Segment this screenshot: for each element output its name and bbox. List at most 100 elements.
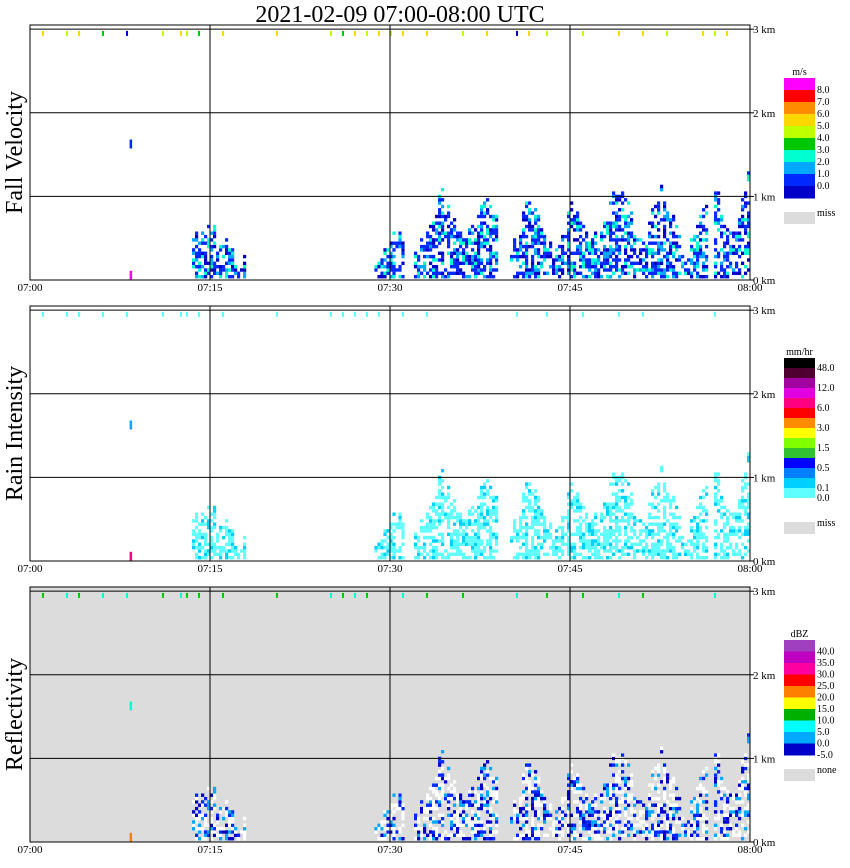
echo-cell <box>525 546 529 550</box>
echo-cell <box>398 803 402 807</box>
echo-cell <box>489 234 493 239</box>
echo-cell <box>438 776 442 781</box>
echo-cell <box>624 542 628 546</box>
echo-cell <box>741 208 745 212</box>
echo-cell <box>386 261 390 265</box>
panel-frame <box>29 24 751 281</box>
echo-cell <box>474 556 478 560</box>
echo-cell <box>579 515 583 520</box>
echo-cell <box>693 529 697 533</box>
echo-cell <box>213 512 217 516</box>
echo-cell <box>714 766 718 771</box>
echo-cell <box>513 837 517 841</box>
echo-cell <box>486 509 490 513</box>
echo-cell <box>603 502 607 506</box>
echo-cell <box>447 204 451 209</box>
echo-cell <box>585 837 589 841</box>
echo-cell <box>540 823 544 827</box>
echo-cell <box>714 753 718 757</box>
echo-cell <box>549 532 553 536</box>
echo-cell <box>219 810 223 814</box>
echo-cell <box>513 254 517 259</box>
echo-cell <box>192 820 196 824</box>
legend-label: 30.0 <box>817 670 835 681</box>
echo-cell <box>741 479 745 483</box>
echo-cell <box>543 532 547 536</box>
echo-cell <box>699 224 703 229</box>
echo-cell <box>681 261 685 265</box>
echo-cell <box>699 532 703 536</box>
echo-cell <box>450 552 454 556</box>
echo-cell <box>747 522 751 526</box>
legend-swatch <box>784 408 815 419</box>
echo-cell <box>432 525 436 530</box>
echo-cell <box>489 204 493 209</box>
echo-cell <box>438 211 442 215</box>
echo-cell <box>654 766 658 771</box>
echo-cell <box>585 525 589 530</box>
echo-cell <box>585 823 589 827</box>
echo-cell <box>456 833 460 837</box>
echo-cell <box>483 241 487 245</box>
echo-cell <box>423 542 427 546</box>
echo-cell <box>477 830 481 834</box>
echo-cell <box>558 556 562 560</box>
echo-cell <box>522 231 526 235</box>
echo-cell <box>198 546 202 550</box>
echo-cell <box>561 539 565 543</box>
echo-cell <box>651 211 655 215</box>
echo-cell <box>386 546 390 550</box>
echo-cell <box>621 549 625 553</box>
echo-cell <box>603 806 607 811</box>
echo-cell <box>729 525 733 530</box>
echo-cell <box>672 793 676 797</box>
top-echo-mark <box>330 311 332 317</box>
echo-cell <box>612 833 616 837</box>
echo-cell <box>603 532 607 536</box>
echo-cell <box>414 827 418 831</box>
echo-cell <box>660 499 664 503</box>
echo-cell <box>615 827 619 831</box>
echo-cell <box>612 224 616 229</box>
echo-cell <box>477 786 481 791</box>
legend-swatch <box>784 709 815 721</box>
echo-cell <box>600 512 604 516</box>
echo-cell <box>672 830 676 834</box>
echo-cell <box>441 820 445 824</box>
echo-cell <box>525 495 529 500</box>
echo-cell <box>423 265 427 269</box>
echo-cell <box>483 525 487 530</box>
echo-cell <box>540 515 544 520</box>
echo-cell <box>591 813 595 817</box>
top-echo-mark <box>186 592 188 598</box>
echo-cell <box>720 261 724 265</box>
echo-cell <box>591 525 595 530</box>
echo-cell <box>495 228 499 232</box>
echo-cell <box>603 810 607 814</box>
echo-cell <box>666 218 670 222</box>
echo-cell <box>705 244 709 249</box>
echo-cell <box>627 552 631 556</box>
echo-cell <box>489 556 493 560</box>
top-echo-mark <box>42 311 44 317</box>
echo-cell <box>528 780 532 784</box>
echo-cell <box>540 261 544 265</box>
echo-cell <box>600 275 604 279</box>
echo-cell <box>441 552 445 556</box>
legend-label: 1.5 <box>817 443 830 454</box>
echo-cell <box>471 549 475 553</box>
echo-cell <box>423 823 427 827</box>
echo-cell <box>420 525 424 530</box>
echo-cell <box>747 218 751 222</box>
echo-cell <box>570 783 574 787</box>
echo-cell <box>624 221 628 225</box>
echo-cell <box>672 827 676 831</box>
echo-cell <box>429 810 433 814</box>
echo-cell <box>453 833 457 837</box>
echo-cell <box>207 244 211 249</box>
echo-cell <box>552 833 556 837</box>
echo-cell <box>492 228 496 232</box>
echo-cell <box>567 248 571 252</box>
echo-cell <box>516 816 520 821</box>
echo-cell <box>633 515 637 520</box>
